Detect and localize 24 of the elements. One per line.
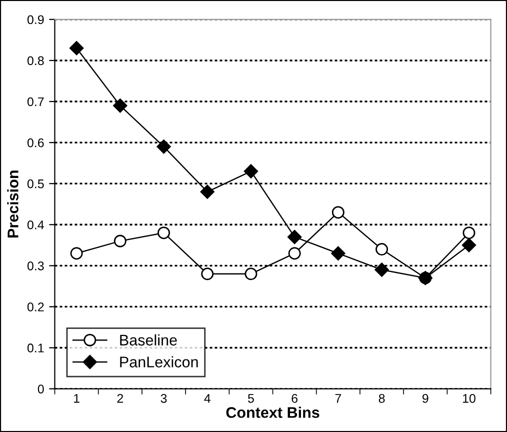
y-tick-label: 0.4: [27, 220, 44, 230]
y-axis-title: Precision: [7, 170, 18, 238]
legend-label: Baseline: [120, 334, 177, 346]
x-tick-label: 6: [292, 394, 298, 403]
y-tick-label: 0.1: [27, 344, 44, 352]
x-tick-label: 4: [204, 394, 210, 403]
y-tick-label: 0.3: [27, 261, 44, 270]
y-tick-label: 0.2: [27, 302, 44, 312]
legend-label: PanLexicon: [120, 356, 198, 368]
x-axis-title: Context Bins: [226, 406, 320, 418]
x-tick-label: 9: [422, 394, 428, 403]
y-tick-label: 0.5: [27, 179, 44, 188]
x-tick-label: 5: [248, 394, 254, 403]
x-tick-label: 8: [378, 394, 385, 403]
x-tick-label: 10: [462, 394, 476, 403]
x-tick-label: 3: [160, 394, 167, 403]
y-tick-label: 0.6: [27, 138, 44, 148]
x-tick-label: 1: [74, 394, 80, 403]
y-tick-label: 0.9: [27, 15, 44, 24]
x-tick-label: 7: [335, 394, 342, 403]
y-tick-label: 0.8: [27, 56, 44, 66]
x-tick-label: 2: [117, 394, 124, 403]
y-tick-label: 0: [38, 384, 44, 394]
y-tick-label: 0.7: [27, 97, 44, 106]
